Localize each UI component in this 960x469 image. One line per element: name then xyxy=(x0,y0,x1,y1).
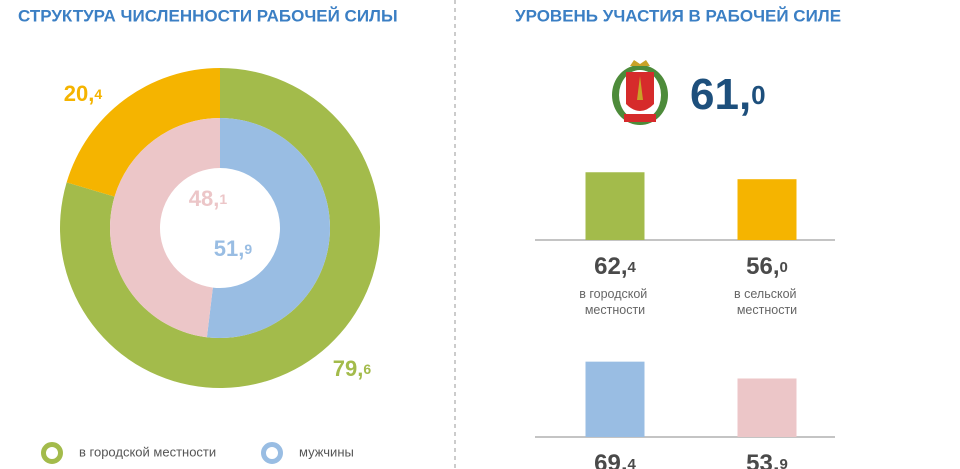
data-label: 79,6 xyxy=(333,356,372,381)
bar xyxy=(737,179,797,240)
donut-segment xyxy=(59,68,381,389)
legend-swatch xyxy=(41,442,63,464)
bar xyxy=(585,172,645,240)
bar xyxy=(737,378,797,437)
emblem xyxy=(612,60,668,125)
legend-label: в городской местности xyxy=(79,444,216,459)
donut-segment xyxy=(206,118,331,338)
category-label: в городской местности xyxy=(579,287,651,317)
data-label: 20,4 xyxy=(64,81,103,106)
chart-title: УРОВЕНЬ УЧАСТИЯ В РАБОЧЕЙ СИЛЕ xyxy=(515,6,841,25)
category-label: в сельской местности xyxy=(734,287,800,317)
data-label: 48,1 xyxy=(189,186,228,211)
donut-segment xyxy=(66,68,221,197)
chart-title: СТРУКТУРА ЧИСЛЕННОСТИ РАБОЧЕЙ СИЛЫ xyxy=(18,6,398,25)
data-label: 69,4 xyxy=(594,450,636,469)
data-label: 62,4 xyxy=(594,253,636,280)
donut-segment xyxy=(110,118,220,338)
legend-swatch xyxy=(261,442,283,464)
data-label: 56,0 xyxy=(746,253,788,280)
data-label: 51,9 xyxy=(214,236,253,261)
bar xyxy=(585,361,645,437)
legend-label: мужчины xyxy=(299,444,354,459)
data-label: 53,9 xyxy=(746,450,788,469)
headline-value: 61,0 xyxy=(690,70,766,119)
